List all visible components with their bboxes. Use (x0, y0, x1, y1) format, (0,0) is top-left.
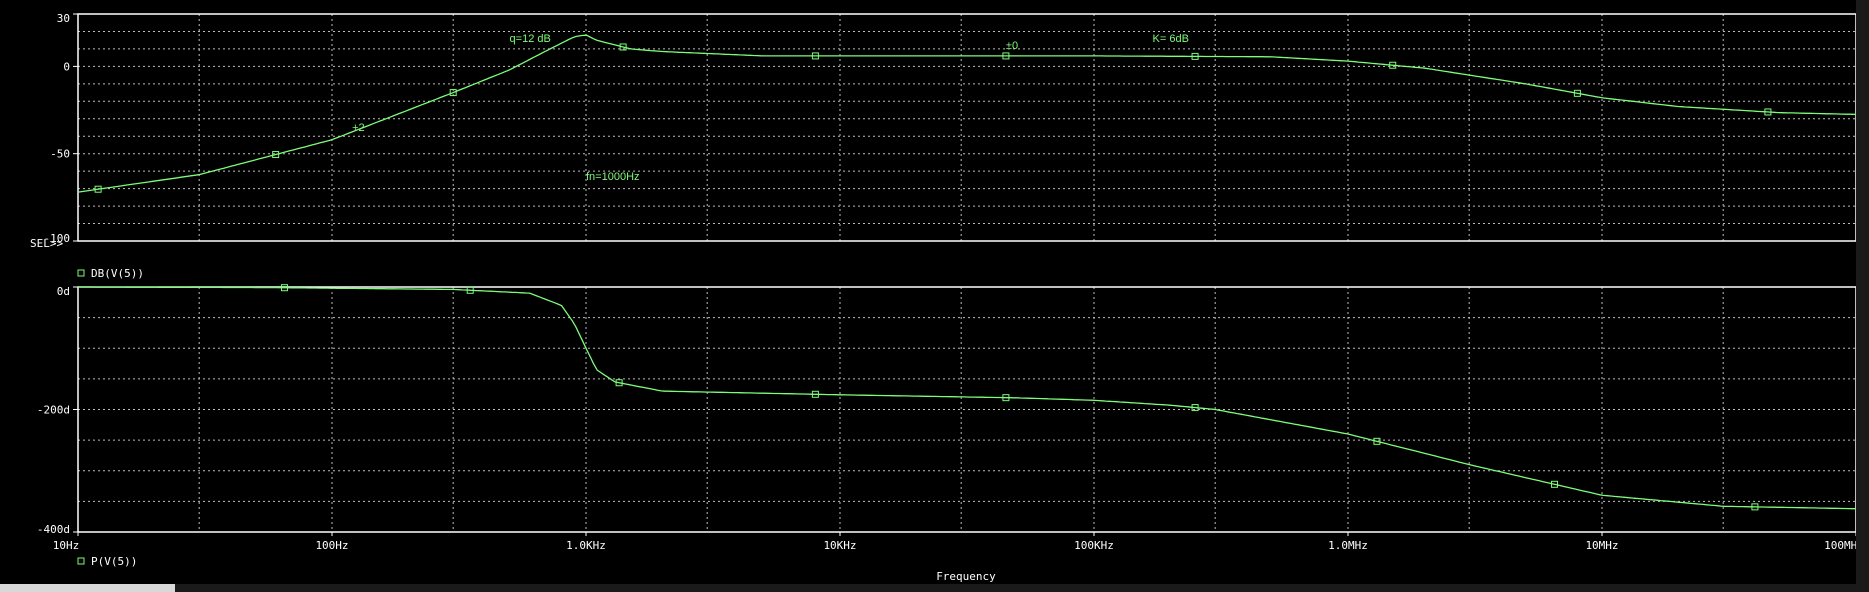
x-tick-label: 10MHz (1585, 539, 1618, 552)
legend-marker-icon (77, 269, 85, 277)
trace-marker (615, 379, 623, 387)
trace-marker (1002, 52, 1010, 60)
x-axis-ticks: 10Hz 100Hz 1.0KHz 10KHz 100KHz 1.0MHz 10MHz 100… (53, 532, 1864, 552)
y-tick-label: 0 (63, 60, 70, 73)
x-tick-label: 1.0KHz (566, 539, 606, 552)
trace-marker (466, 286, 474, 294)
annotation-label: fn=1000Hz (586, 171, 640, 183)
top-grid (78, 14, 1856, 241)
sel-marker[interactable]: SEL>> (30, 237, 63, 250)
top-trace-db (77, 34, 1857, 193)
x-tick-label: 100MHz (1824, 539, 1864, 552)
bottom-panel: 0d-200d-400d 10Hz 100Hz 1.0KHz 10KHz 100KHz 1… (37, 284, 1864, 552)
trace-marker (1191, 52, 1199, 60)
trace-marker (1389, 61, 1397, 69)
legend-marker-icon (77, 557, 85, 565)
trace-marker (1764, 108, 1772, 116)
y-tick-label: 30 (57, 12, 70, 25)
trace-marker (1191, 404, 1199, 412)
trace-marker (1002, 394, 1010, 402)
top-trace-markers (94, 43, 1772, 193)
y-tick-label: -50 (50, 148, 70, 161)
x-tick-label: 10Hz (53, 539, 80, 552)
x-tick-label: 1.0MHz (1328, 539, 1368, 552)
trace-marker (811, 390, 819, 398)
y-tick-label: -400d (37, 523, 70, 536)
trace-marker (280, 284, 288, 292)
bottom-status-tab (0, 584, 175, 592)
trace-marker (1573, 89, 1581, 97)
x-tick-label: 100Hz (315, 539, 348, 552)
trace-marker (272, 151, 280, 159)
trace-marker (1373, 437, 1381, 445)
top-legend-label: DB(V(5)) (91, 267, 144, 280)
trace-marker (811, 52, 819, 60)
right-scrollbar-strip (1856, 0, 1869, 592)
x-tick-label: 100KHz (1074, 539, 1114, 552)
annotation-label: q=12 dB (510, 33, 551, 45)
bottom-trace-phase (78, 286, 1856, 510)
trace-marker (94, 185, 102, 193)
y-tick-label: -100 (44, 232, 71, 245)
x-axis-label: Frequency (936, 570, 996, 583)
annotation-label: K= 6dB (1153, 33, 1189, 45)
trace-marker (619, 43, 627, 51)
trace-marker (1550, 480, 1558, 488)
annotation-label: +2 (352, 122, 365, 134)
bottom-status-strip (0, 584, 1869, 592)
x-tick-label: 10KHz (823, 539, 856, 552)
y-tick-label: -200d (37, 404, 70, 417)
bottom-legend-label: P(V(5)) (91, 555, 137, 568)
bottom-y-ticks: 0d -200d -400d (37, 285, 78, 536)
annotation-label: ±0 (1006, 40, 1018, 52)
y-tick-label: 0d (57, 285, 70, 298)
trace-marker (449, 89, 457, 97)
bottom-legend[interactable]: P(V(5)) (77, 555, 137, 568)
top-annotations: q=12 dB ±0 K= 6dB +2 fn=1000Hz (352, 33, 1189, 183)
top-legend[interactable]: DB(V(5)) (77, 267, 144, 280)
trace-marker (1751, 503, 1759, 511)
top-y-ticks: 30 0 -50 -100 (44, 12, 78, 245)
bottom-trace-markers (280, 284, 1759, 511)
bottom-grid (78, 287, 1856, 532)
